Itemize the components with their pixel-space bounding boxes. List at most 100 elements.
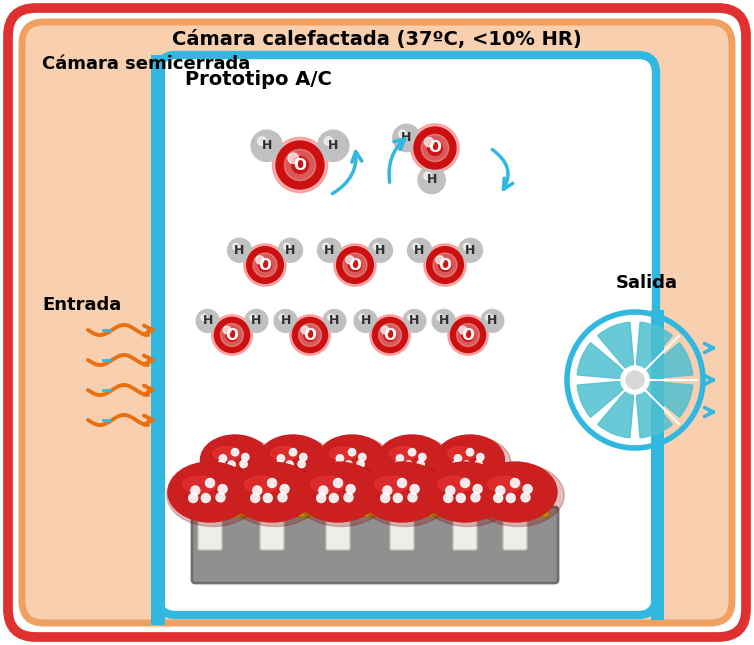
Circle shape (348, 259, 361, 272)
Ellipse shape (230, 462, 314, 522)
Ellipse shape (271, 447, 298, 461)
Circle shape (414, 127, 456, 169)
Circle shape (454, 455, 461, 462)
Text: H: H (202, 314, 213, 328)
Circle shape (521, 493, 530, 502)
Text: H: H (401, 132, 412, 144)
Ellipse shape (438, 476, 471, 493)
Circle shape (359, 453, 366, 461)
Ellipse shape (488, 476, 521, 493)
Wedge shape (578, 342, 635, 380)
Circle shape (433, 253, 457, 277)
Text: H: H (414, 244, 425, 257)
FancyBboxPatch shape (283, 472, 303, 508)
Circle shape (317, 130, 349, 161)
Circle shape (397, 455, 403, 462)
Circle shape (250, 314, 256, 321)
Circle shape (394, 461, 402, 468)
Ellipse shape (317, 437, 393, 488)
Circle shape (346, 256, 354, 264)
Circle shape (196, 310, 219, 332)
Text: H: H (262, 139, 272, 152)
Circle shape (456, 493, 465, 502)
Circle shape (405, 461, 412, 468)
Text: O: O (439, 257, 452, 272)
FancyBboxPatch shape (225, 472, 245, 508)
Ellipse shape (245, 476, 278, 493)
Circle shape (397, 479, 406, 488)
Circle shape (459, 326, 467, 334)
Circle shape (494, 493, 503, 502)
Circle shape (471, 493, 480, 502)
Text: Entrada: Entrada (42, 296, 121, 314)
Circle shape (245, 310, 268, 332)
Circle shape (626, 371, 644, 389)
Wedge shape (635, 322, 673, 380)
Circle shape (408, 314, 414, 321)
Circle shape (393, 124, 420, 152)
FancyBboxPatch shape (151, 55, 165, 625)
Circle shape (463, 461, 470, 468)
Circle shape (214, 317, 250, 353)
Circle shape (219, 455, 227, 462)
Circle shape (218, 461, 225, 468)
Circle shape (253, 253, 277, 277)
Circle shape (329, 493, 339, 502)
Circle shape (277, 455, 285, 462)
Ellipse shape (182, 476, 216, 493)
Circle shape (439, 259, 452, 272)
Circle shape (506, 493, 515, 502)
Ellipse shape (201, 435, 269, 484)
FancyBboxPatch shape (260, 508, 284, 550)
Text: H: H (375, 244, 386, 257)
Ellipse shape (359, 464, 451, 526)
Circle shape (256, 256, 264, 264)
FancyBboxPatch shape (390, 508, 414, 550)
Circle shape (253, 486, 262, 495)
Circle shape (251, 130, 282, 161)
Text: H: H (409, 314, 419, 328)
FancyBboxPatch shape (460, 472, 480, 508)
Circle shape (272, 137, 327, 193)
Circle shape (201, 314, 207, 321)
Circle shape (317, 238, 342, 263)
Circle shape (523, 484, 532, 493)
FancyBboxPatch shape (192, 507, 558, 583)
Ellipse shape (329, 447, 357, 461)
Text: O: O (304, 328, 317, 342)
Circle shape (228, 461, 235, 468)
Circle shape (359, 314, 366, 321)
Circle shape (286, 461, 293, 468)
Wedge shape (598, 380, 635, 438)
Circle shape (247, 246, 284, 283)
Circle shape (293, 317, 327, 353)
Circle shape (206, 479, 214, 488)
Circle shape (241, 453, 249, 461)
Circle shape (443, 493, 452, 502)
Circle shape (299, 453, 307, 461)
Text: O: O (461, 328, 474, 342)
Ellipse shape (435, 437, 511, 488)
Circle shape (394, 493, 403, 502)
Wedge shape (578, 380, 635, 417)
FancyBboxPatch shape (198, 508, 222, 550)
Wedge shape (635, 342, 693, 380)
Wedge shape (635, 380, 673, 438)
Circle shape (510, 479, 520, 488)
Circle shape (191, 486, 200, 495)
Circle shape (408, 493, 417, 502)
Circle shape (334, 244, 376, 286)
Circle shape (231, 448, 239, 456)
Circle shape (299, 324, 321, 346)
Text: H: H (234, 244, 245, 257)
Circle shape (290, 315, 330, 355)
Circle shape (335, 461, 342, 468)
Ellipse shape (200, 437, 276, 488)
FancyBboxPatch shape (158, 55, 656, 615)
Text: O: O (348, 257, 361, 272)
Ellipse shape (448, 447, 475, 461)
Circle shape (333, 479, 342, 488)
FancyBboxPatch shape (402, 472, 422, 508)
Circle shape (450, 317, 486, 353)
Circle shape (412, 243, 419, 250)
